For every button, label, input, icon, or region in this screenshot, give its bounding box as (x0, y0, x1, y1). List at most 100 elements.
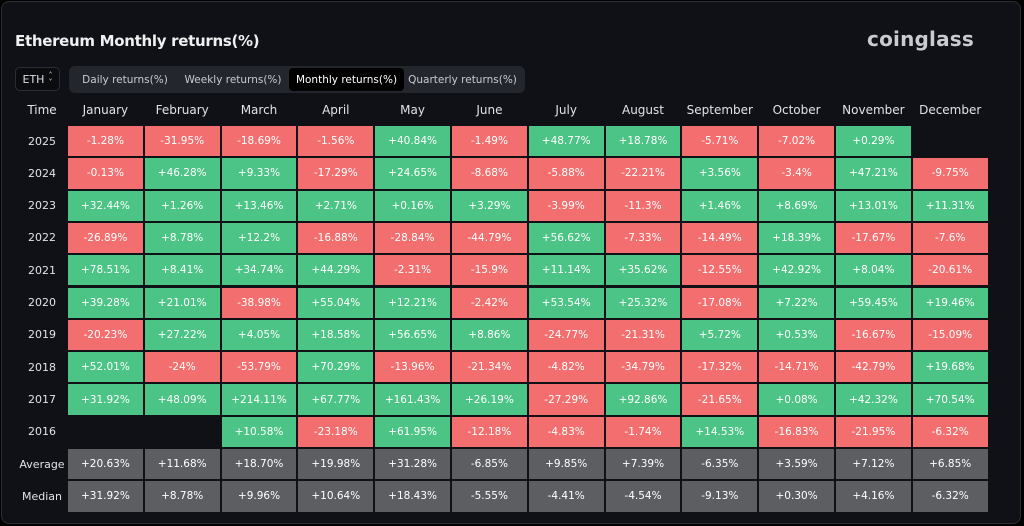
return-cell: +4.05% (221, 319, 297, 351)
return-cell: -0.13% (68, 158, 143, 189)
summary-cell: +20.63% (68, 449, 143, 480)
return-cell: +59.45% (836, 287, 911, 318)
return-cell: -14.49% (682, 222, 758, 254)
asset-selector[interactable]: ETH ˄ ˅ (15, 67, 60, 91)
return-cell: -2.31% (375, 255, 450, 286)
return-cell: -16.67% (836, 319, 911, 351)
return-cell: +7.22% (759, 287, 834, 318)
return-cell: -3.99% (528, 190, 604, 221)
return-cell: -44.79% (452, 222, 527, 254)
asset-value: ETH (22, 72, 45, 86)
return-cell: -12.18% (452, 416, 527, 447)
return-cell: +18.58% (298, 319, 374, 351)
return-cell: -24.77% (528, 319, 604, 351)
return-cell: +25.32% (605, 287, 681, 318)
return-cell: +52.01% (68, 352, 143, 383)
column-header-october: October (772, 103, 821, 117)
return-cell: -24% (144, 352, 220, 383)
summary-cell: +31.92% (68, 481, 143, 512)
row-label-2016: 2016 (28, 425, 56, 439)
return-cell: -38.98% (221, 287, 297, 318)
tab-daily-returns[interactable]: Daily returns(%) (82, 73, 168, 86)
return-cell: -3.4% (759, 158, 834, 189)
row-label-2024: 2024 (28, 166, 56, 180)
return-cell: -1.28% (68, 126, 143, 157)
column-header-june: June (476, 103, 503, 117)
return-cell: +35.62% (605, 255, 681, 286)
return-cell: +1.26% (144, 190, 220, 221)
return-cell: -17.29% (298, 158, 374, 189)
return-cell: -5.88% (528, 158, 604, 189)
return-cell: -16.88% (298, 222, 374, 254)
return-cell: -7.6% (912, 222, 988, 254)
return-cell: -27.29% (528, 384, 604, 415)
column-header-august: August (621, 103, 664, 117)
return-cell: -22.21% (605, 158, 681, 189)
return-cell: +3.56% (682, 158, 758, 189)
return-cell: +1.46% (682, 190, 758, 221)
return-cell: -53.79% (221, 352, 297, 383)
return-cell: +34.74% (221, 255, 297, 286)
return-cell: +61.95% (375, 416, 450, 447)
return-cell: +70.29% (298, 352, 374, 383)
column-header-time: Time (27, 103, 57, 117)
return-cell: -18.69% (221, 126, 297, 157)
return-cell: -8.68% (452, 158, 527, 189)
page-title: Ethereum Monthly returns(%) (15, 32, 260, 50)
return-cell: +48.77% (528, 126, 604, 157)
return-cell: +3.29% (452, 190, 527, 221)
return-cell: +8.78% (144, 222, 220, 254)
row-label-2023: 2023 (28, 199, 56, 213)
column-header-december: December (919, 103, 982, 117)
summary-cell: +9.85% (528, 449, 604, 480)
return-cell: -12.55% (682, 255, 758, 286)
return-cell: +214.11% (221, 384, 297, 415)
row-label-2022: 2022 (28, 231, 56, 245)
summary-cell: +4.16% (836, 481, 911, 512)
summary-cell: +31.28% (375, 449, 450, 480)
return-cell: -6.32% (912, 416, 988, 447)
summary-cell: +0.30% (759, 481, 834, 512)
return-cell: -34.79% (605, 352, 681, 383)
return-cell: +161.43% (375, 384, 450, 415)
summary-cell: +7.39% (605, 449, 681, 480)
return-cell: -17.08% (682, 287, 758, 318)
column-header-november: November (842, 103, 905, 117)
return-cell: -14.71% (759, 352, 834, 383)
return-cell: -7.33% (605, 222, 681, 254)
summary-cell: +18.70% (221, 449, 297, 480)
return-cell: -15.9% (452, 255, 527, 286)
tab-quarterly-returns[interactable]: Quarterly returns(%) (408, 73, 517, 86)
return-cell: -1.49% (452, 126, 527, 157)
return-cell: -1.74% (605, 416, 681, 447)
return-cell: +12.21% (375, 287, 450, 318)
column-header-january: January (82, 103, 129, 117)
return-cell: -2.42% (452, 287, 527, 318)
summary-cell: -6.85% (452, 449, 527, 480)
summary-cell: +18.43% (375, 481, 450, 512)
return-cell: -21.95% (836, 416, 911, 447)
return-cell: +67.77% (298, 384, 374, 415)
return-cell: +56.62% (528, 222, 604, 254)
summary-cell: +3.59% (759, 449, 834, 480)
summary-cell: -4.54% (605, 481, 681, 512)
summary-cell: +7.12% (836, 449, 911, 480)
return-cell: -7.02% (759, 126, 834, 157)
tab-monthly-returns[interactable]: Monthly returns(%) (289, 68, 404, 91)
return-cell: +56.65% (375, 319, 450, 351)
return-cell: -15.09% (912, 319, 988, 351)
return-cell: +2.71% (298, 190, 374, 221)
column-header-april: April (322, 103, 350, 117)
return-cell: +8.41% (144, 255, 220, 286)
return-cell: +5.72% (682, 319, 758, 351)
return-cell: +44.29% (298, 255, 374, 286)
return-cell: +0.08% (759, 384, 834, 415)
return-cell: -16.83% (759, 416, 834, 447)
return-cell: +78.51% (68, 255, 143, 286)
return-cell: +27.22% (144, 319, 220, 351)
tab-weekly-returns[interactable]: Weekly returns(%) (184, 73, 282, 86)
summary-cell: +19.98% (298, 449, 374, 480)
summary-cell: +10.64% (298, 481, 374, 512)
return-cell: -23.18% (298, 416, 374, 447)
return-cell: -1.56% (298, 126, 374, 157)
